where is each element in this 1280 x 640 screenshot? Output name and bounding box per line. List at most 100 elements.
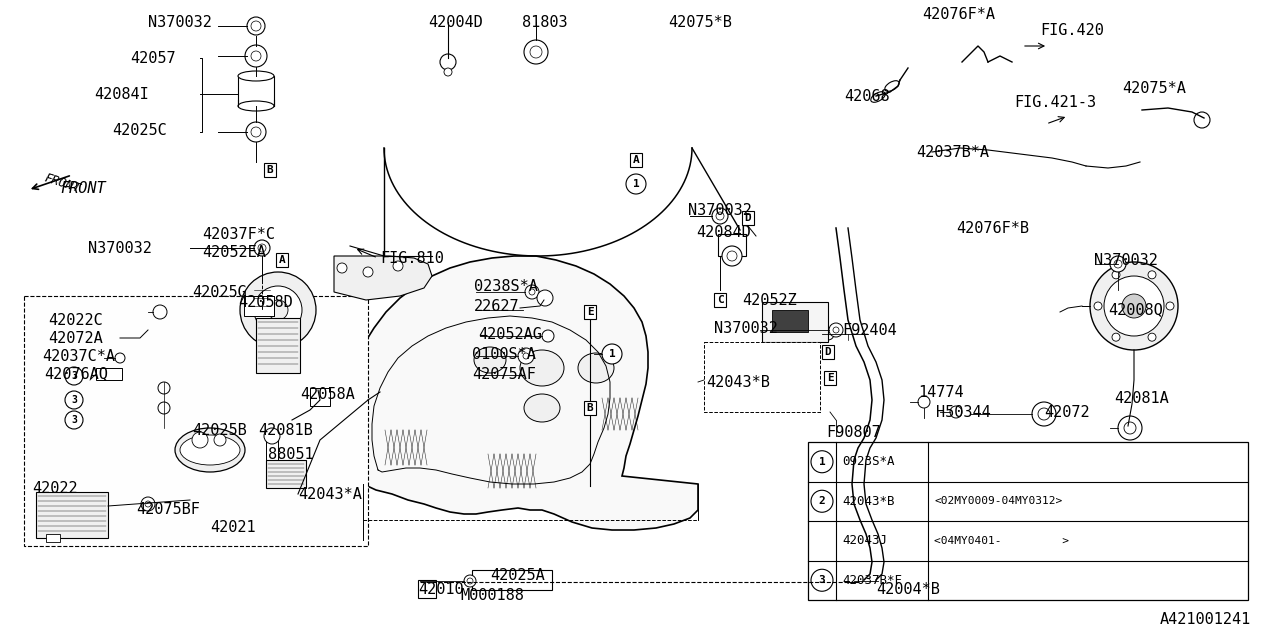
Text: 42025A: 42025A bbox=[490, 568, 545, 584]
Text: <04MY0401-         >: <04MY0401- > bbox=[934, 536, 1069, 546]
Text: 42037B*A: 42037B*A bbox=[916, 145, 989, 159]
Ellipse shape bbox=[238, 71, 274, 81]
Text: 42025G: 42025G bbox=[192, 285, 247, 300]
Ellipse shape bbox=[520, 350, 564, 386]
Text: 42043*B: 42043*B bbox=[842, 495, 895, 508]
Text: 42076F*B: 42076F*B bbox=[956, 221, 1029, 236]
Circle shape bbox=[602, 344, 622, 364]
Text: 42081B: 42081B bbox=[259, 422, 312, 438]
Text: 42004D: 42004D bbox=[428, 15, 483, 29]
Circle shape bbox=[65, 367, 83, 385]
Text: 42075BF: 42075BF bbox=[136, 502, 200, 518]
Ellipse shape bbox=[175, 428, 244, 472]
Bar bbox=[772, 310, 808, 332]
Text: N370032: N370032 bbox=[88, 241, 152, 255]
Text: 42076F*A: 42076F*A bbox=[922, 6, 995, 22]
Circle shape bbox=[251, 21, 261, 31]
Text: 42072A: 42072A bbox=[49, 330, 102, 346]
Text: 42052AG: 42052AG bbox=[477, 326, 541, 342]
Text: 42010: 42010 bbox=[419, 582, 463, 598]
Text: M000188: M000188 bbox=[460, 589, 524, 604]
Text: 42058D: 42058D bbox=[238, 294, 293, 310]
Text: 42043*A: 42043*A bbox=[298, 486, 362, 502]
Circle shape bbox=[525, 285, 539, 299]
Text: FIG.420: FIG.420 bbox=[1039, 22, 1103, 38]
Bar bbox=[256, 318, 300, 373]
Text: 42037C*A: 42037C*A bbox=[42, 349, 115, 364]
Circle shape bbox=[1117, 416, 1142, 440]
Bar bbox=[24, 296, 369, 546]
Circle shape bbox=[918, 396, 931, 408]
Polygon shape bbox=[346, 256, 698, 530]
Circle shape bbox=[950, 406, 963, 418]
Ellipse shape bbox=[524, 394, 561, 422]
Ellipse shape bbox=[474, 347, 506, 373]
Circle shape bbox=[444, 68, 452, 76]
Bar bbox=[718, 234, 746, 256]
Circle shape bbox=[812, 490, 833, 512]
Bar bbox=[310, 388, 330, 406]
Ellipse shape bbox=[180, 435, 241, 465]
Text: 2: 2 bbox=[819, 496, 826, 506]
Text: 42022: 42022 bbox=[32, 481, 78, 495]
Circle shape bbox=[65, 391, 83, 409]
Circle shape bbox=[518, 348, 534, 364]
Text: 3: 3 bbox=[819, 575, 826, 585]
Text: 88051: 88051 bbox=[268, 447, 314, 461]
Text: 42075*A: 42075*A bbox=[1123, 81, 1185, 95]
Circle shape bbox=[716, 212, 724, 220]
Text: 1: 1 bbox=[632, 179, 640, 189]
Circle shape bbox=[524, 40, 548, 64]
Circle shape bbox=[141, 497, 155, 511]
Text: 81803: 81803 bbox=[522, 15, 567, 29]
Text: A: A bbox=[632, 155, 640, 165]
Text: D: D bbox=[745, 213, 751, 223]
Circle shape bbox=[1114, 260, 1123, 268]
Circle shape bbox=[251, 127, 261, 137]
Circle shape bbox=[1038, 408, 1050, 420]
Circle shape bbox=[524, 353, 529, 359]
Text: N370032: N370032 bbox=[689, 202, 751, 218]
Circle shape bbox=[829, 323, 844, 337]
Text: 42037F*C: 42037F*C bbox=[202, 227, 275, 241]
Circle shape bbox=[157, 382, 170, 394]
Circle shape bbox=[259, 244, 266, 252]
Text: 14774: 14774 bbox=[918, 385, 964, 399]
Text: 42084I: 42084I bbox=[93, 86, 148, 102]
Circle shape bbox=[154, 305, 166, 319]
Text: 42043*B: 42043*B bbox=[707, 374, 769, 390]
Circle shape bbox=[65, 411, 83, 429]
Circle shape bbox=[247, 17, 265, 35]
Ellipse shape bbox=[579, 353, 614, 383]
Circle shape bbox=[1166, 302, 1174, 310]
Text: FRONT: FRONT bbox=[60, 180, 106, 195]
Text: FRONT: FRONT bbox=[42, 171, 82, 195]
Circle shape bbox=[529, 289, 535, 295]
Circle shape bbox=[440, 54, 456, 70]
Circle shape bbox=[467, 578, 474, 584]
Circle shape bbox=[214, 434, 227, 446]
Circle shape bbox=[1112, 271, 1120, 279]
Circle shape bbox=[1091, 262, 1178, 350]
Text: 3: 3 bbox=[72, 415, 77, 425]
Text: <02MY0009-04MY0312>: <02MY0009-04MY0312> bbox=[934, 496, 1062, 506]
Text: F90807: F90807 bbox=[826, 424, 881, 440]
Text: A421001241: A421001241 bbox=[1160, 612, 1252, 627]
Circle shape bbox=[465, 575, 476, 587]
Text: N370032: N370032 bbox=[1094, 253, 1158, 268]
Text: 42037B*F: 42037B*F bbox=[842, 573, 902, 587]
Text: 42025C: 42025C bbox=[113, 122, 166, 138]
Text: 22627: 22627 bbox=[474, 298, 520, 314]
Circle shape bbox=[1148, 271, 1156, 279]
Circle shape bbox=[822, 328, 835, 340]
Circle shape bbox=[833, 327, 838, 333]
Text: 42058A: 42058A bbox=[300, 387, 355, 401]
Text: 1: 1 bbox=[608, 349, 616, 359]
Text: 42021: 42021 bbox=[210, 520, 256, 536]
Circle shape bbox=[538, 290, 553, 306]
Circle shape bbox=[251, 51, 261, 61]
Circle shape bbox=[727, 251, 737, 261]
Circle shape bbox=[842, 575, 854, 587]
Text: 42076AQ: 42076AQ bbox=[44, 367, 108, 381]
Circle shape bbox=[192, 432, 209, 448]
